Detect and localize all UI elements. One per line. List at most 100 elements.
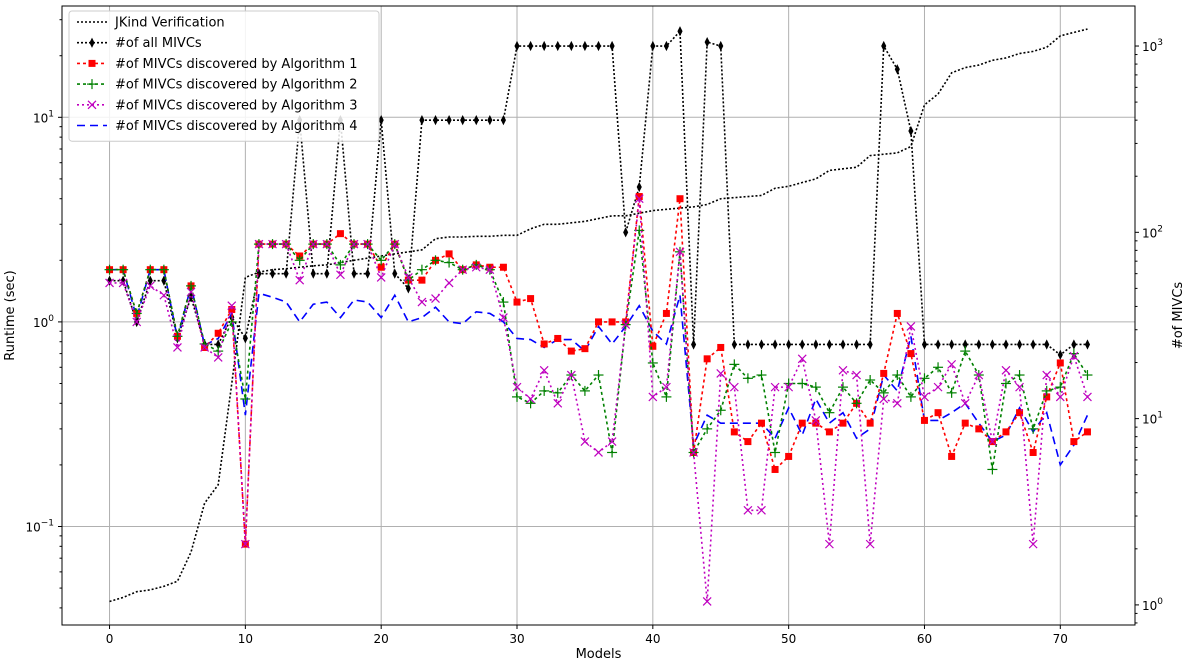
- data-point: [623, 227, 629, 238]
- data-point: [1002, 428, 1010, 436]
- data-point: [865, 375, 876, 386]
- data-point: [933, 362, 944, 373]
- data-point: [595, 40, 602, 52]
- data-point: [416, 264, 427, 275]
- legend-item: #of MIVCs discovered by Algorithm 4: [77, 119, 358, 134]
- data-point: [432, 115, 439, 126]
- y-tick-label-right: 100: [1142, 597, 1163, 613]
- x-tick-label: 30: [509, 632, 524, 646]
- data-point: [580, 437, 590, 447]
- data-point: [376, 272, 386, 282]
- data-point: [581, 345, 589, 353]
- y-tick-label-right: 101: [1142, 411, 1163, 427]
- data-point: [647, 357, 658, 368]
- data-point: [324, 268, 330, 279]
- y-tick-label-left: 100: [33, 314, 54, 330]
- legend: JKind Verification #of all MIVCs #of MIVCs…: [68, 10, 380, 142]
- data-point: [498, 297, 509, 308]
- data-point: [989, 339, 995, 350]
- series-line: [109, 230, 1089, 470]
- data-point: [1001, 365, 1011, 375]
- data-point: [1083, 392, 1092, 402]
- data-point: [1028, 539, 1038, 549]
- data-point: [1016, 339, 1023, 350]
- y-tick-label-right: 103: [1142, 38, 1163, 54]
- series-1: [109, 28, 1088, 603]
- data-point: [335, 259, 346, 270]
- data-point: [487, 115, 493, 126]
- data-point: [960, 398, 970, 408]
- data-point: [1044, 339, 1050, 350]
- data-point: [390, 239, 400, 249]
- data-point: [634, 194, 644, 204]
- data-point: [118, 264, 129, 275]
- data-point: [376, 255, 387, 266]
- data-point: [702, 597, 712, 606]
- data-point: [419, 115, 425, 126]
- data-point: [662, 309, 670, 317]
- data-point: [310, 268, 316, 279]
- data-point: [879, 394, 889, 404]
- data-point: [418, 276, 426, 284]
- data-point: [1057, 349, 1063, 360]
- data-point: [405, 283, 411, 294]
- data-point: [921, 339, 928, 350]
- data-point: [336, 230, 344, 238]
- data-point: [716, 368, 726, 378]
- data-point: [1016, 409, 1024, 417]
- data-point: [703, 355, 711, 363]
- data-point: [838, 365, 848, 375]
- data-point: [743, 505, 753, 515]
- data-point: [840, 339, 846, 350]
- data-point: [758, 339, 765, 350]
- data-point: [771, 465, 779, 473]
- data-point: [906, 322, 916, 331]
- data-point: [798, 419, 806, 427]
- data-point: [527, 295, 535, 303]
- data-point: [498, 313, 508, 322]
- data-point: [661, 382, 671, 392]
- data-point: [473, 115, 479, 126]
- data-point: [675, 247, 685, 257]
- data-point: [240, 393, 251, 404]
- data-point: [541, 40, 547, 52]
- data-point: [920, 416, 928, 424]
- data-point: [594, 448, 603, 457]
- data-point: [718, 40, 724, 52]
- data-point: [1056, 359, 1064, 367]
- legend-label: #of MIVCs discovered by Algorithm 1: [115, 57, 358, 72]
- axes: 0 10 20 30 40 50 60 70 10−1 100 101 100 101 102 103: [25, 19, 1163, 646]
- data-point: [920, 392, 929, 402]
- data-point: [1069, 351, 1079, 361]
- data-point: [1084, 339, 1091, 350]
- data-point: [256, 268, 262, 279]
- data-point: [676, 195, 684, 203]
- data-point: [431, 294, 440, 304]
- data-point: [987, 437, 997, 447]
- series-line: [109, 198, 1089, 602]
- data-point: [566, 370, 576, 380]
- data-point: [145, 281, 155, 291]
- data-point: [158, 264, 169, 275]
- data-point: [539, 365, 549, 375]
- data-point: [757, 419, 765, 427]
- series-line: [109, 28, 1088, 603]
- legend-item: #of MIVCs discovered by Algorithm 3: [77, 98, 358, 113]
- legend-item: JKind Verification: [77, 16, 225, 31]
- data-point: [471, 262, 481, 272]
- data-point: [867, 339, 873, 350]
- data-point: [568, 40, 574, 52]
- data-point: [351, 268, 357, 279]
- data-point: [444, 257, 455, 268]
- legend-box: [68, 10, 380, 142]
- data-point: [975, 425, 983, 433]
- data-point: [460, 115, 466, 126]
- y-axis-label-left: Runtime (sec): [3, 270, 18, 361]
- y-tick-label-left: 10−1: [25, 518, 54, 534]
- data-point: [729, 382, 739, 392]
- data-point: [1029, 448, 1037, 456]
- data-point: [797, 378, 808, 389]
- data-point: [677, 26, 683, 37]
- data-point: [851, 398, 862, 409]
